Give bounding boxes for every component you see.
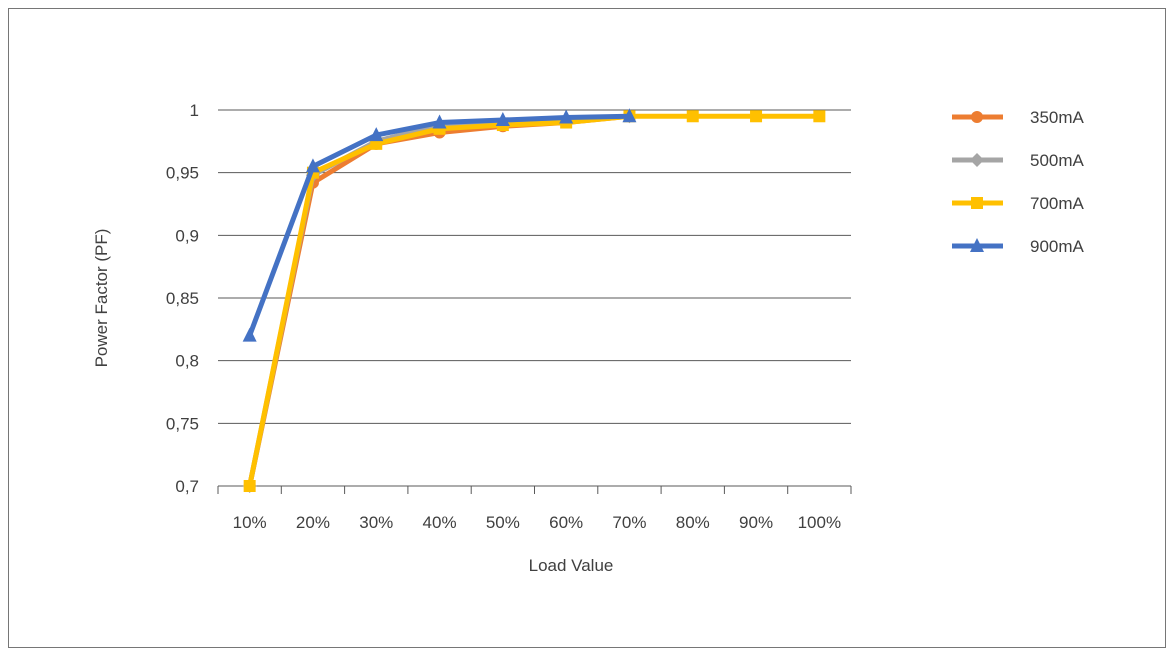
x-tick-label: 20% [296, 513, 330, 532]
legend-item-350ma: 350mA [952, 108, 1085, 127]
y-tick-label: 0,7 [175, 477, 199, 496]
data-point-900ma [242, 327, 257, 342]
x-tick-label: 30% [359, 513, 393, 532]
legend: 350mA 500mA 700mA 900mA [952, 108, 1085, 256]
legend-label: 350mA [1030, 108, 1085, 127]
x-axis: 10% 20% 30% 40% 50% 60% 70% 80% 90% 100% [217, 486, 852, 532]
series-line-900ma [247, 113, 632, 339]
series-350ma [243, 110, 636, 492]
x-tick-label: 70% [612, 513, 646, 532]
data-point-900ma [305, 158, 320, 173]
data-point-900ma [559, 109, 574, 124]
y-tick-label: 0,85 [166, 289, 199, 308]
series-group [242, 108, 826, 493]
legend-marker [970, 238, 984, 252]
x-tick-label: 90% [739, 513, 773, 532]
y-tick-label: 1 [190, 101, 199, 120]
legend-marker [971, 111, 983, 123]
x-tick-label: 50% [486, 513, 520, 532]
y-tick-label: 0,8 [175, 352, 199, 371]
x-tick-label: 60% [549, 513, 583, 532]
data-point-900ma [432, 114, 447, 129]
x-tick-label: 100% [798, 513, 841, 532]
x-tick-label: 10% [233, 513, 267, 532]
legend-marker [970, 153, 984, 167]
x-tick-label: 40% [423, 513, 457, 532]
legend-label: 700mA [1030, 194, 1085, 213]
legend-label: 500mA [1030, 151, 1085, 170]
y-axis-title: Power Factor (PF) [92, 229, 111, 368]
legend-marker [971, 197, 983, 209]
legend-item-700ma: 700mA [952, 194, 1085, 213]
legend-item-900ma: 900mA [952, 237, 1085, 256]
data-point-900ma [622, 108, 637, 123]
series-900ma [242, 108, 637, 342]
data-point-700ma [750, 110, 763, 123]
series-line-700ma [247, 113, 822, 489]
data-point-700ma [243, 480, 256, 492]
power-factor-chart: 10% 20% 30% 40% 50% 60% 70% 80% 90% 100% 0,70,750… [92, 101, 1085, 575]
legend-label: 900mA [1030, 237, 1085, 256]
y-tick-label: 0,75 [166, 414, 199, 433]
y-tick-label: 0,95 [166, 164, 199, 183]
gridlines [218, 109, 851, 487]
y-tick-label: 0,9 [175, 226, 199, 245]
x-tick-label: 80% [676, 513, 710, 532]
y-axis: 0,7 0,75 0,8 0,85 0,9 0,95 1 [166, 101, 199, 496]
legend-item-500ma: 500mA [952, 151, 1085, 170]
series-500ma [242, 109, 637, 493]
x-axis-title: Load Value [529, 556, 614, 575]
data-point-700ma [686, 110, 699, 123]
data-point-900ma [369, 127, 384, 142]
data-point-700ma [813, 110, 826, 123]
data-point-900ma [495, 112, 510, 127]
